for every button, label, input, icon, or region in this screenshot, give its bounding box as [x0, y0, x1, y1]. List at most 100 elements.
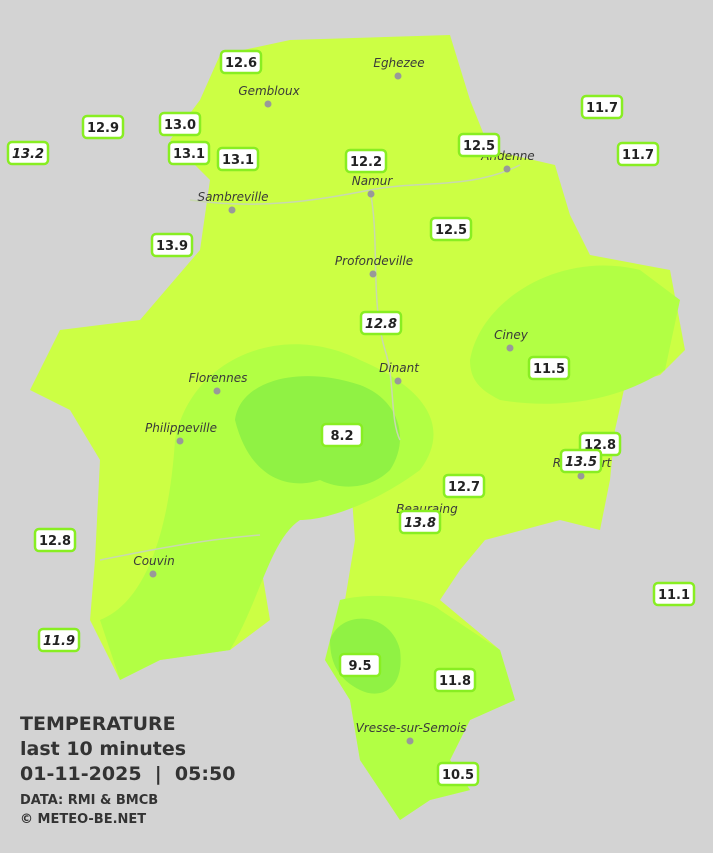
legend-source: DATA: RMI & BMCB [20, 793, 158, 808]
station-box [398, 509, 442, 535]
city-dot [149, 570, 157, 578]
station-box [442, 473, 486, 499]
station-box [652, 581, 696, 607]
station-value: 13.9 [156, 239, 188, 254]
station-value: 13.5 [565, 455, 597, 470]
station-value: 11.1 [658, 588, 690, 603]
city-dot [394, 377, 402, 385]
city-dot [264, 100, 272, 108]
station: 12.9 [81, 114, 125, 140]
station-box [580, 94, 624, 120]
city-dot [406, 737, 414, 745]
station-box [33, 527, 77, 553]
city-dot [367, 190, 375, 198]
city-label: Sambreville [197, 190, 268, 204]
station-box [167, 140, 211, 166]
station-box [320, 422, 364, 448]
station: 12.8 [33, 527, 77, 553]
labels: EghezeeGemblouxAndenneNamurSambrevillePr… [6, 49, 696, 787]
station-box [81, 114, 125, 140]
station: 8.2 [320, 422, 364, 448]
city-dot [213, 387, 221, 395]
station-value: 11.8 [439, 674, 471, 689]
station-value: 13.0 [164, 118, 196, 133]
station-value: 11.7 [622, 148, 654, 163]
station-value: 11.9 [43, 634, 75, 649]
station: 13.5 [559, 448, 603, 474]
station-box [433, 667, 477, 693]
city-dot [577, 472, 585, 480]
station-value: 12.5 [463, 139, 495, 154]
station-value: 12.6 [225, 56, 257, 71]
legend: TEMPERATURE last 10 minutes 01-11-2025 |… [20, 713, 235, 827]
station: 11.5 [527, 355, 571, 381]
station-box [436, 761, 480, 787]
station: 13.8 [398, 509, 442, 535]
station: 12.7 [442, 473, 486, 499]
station-value: 13.8 [404, 516, 436, 531]
station-box [219, 49, 263, 75]
city-dot [394, 72, 402, 80]
city-label: Philippeville [145, 421, 217, 435]
station-value: 11.5 [533, 362, 565, 377]
station-box [359, 310, 403, 336]
city-dot [228, 206, 236, 214]
legend-period: last 10 minutes [20, 738, 186, 760]
station: 9.5 [338, 652, 382, 678]
city-label: Dinant [379, 361, 420, 375]
station-box [616, 141, 660, 167]
zone-dark [235, 376, 400, 487]
station-value: 9.5 [348, 659, 371, 674]
city-label: Gembloux [238, 84, 300, 98]
station-box [429, 216, 473, 242]
legend-title: TEMPERATURE [20, 713, 176, 735]
city-dot [506, 344, 514, 352]
station: 12.5 [457, 132, 501, 158]
city-label: Eghezee [373, 56, 424, 70]
city-dot [503, 165, 511, 173]
station: 11.7 [580, 94, 624, 120]
station: 11.7 [616, 141, 660, 167]
city-label: Florennes [189, 371, 248, 385]
city-dot [369, 270, 377, 278]
zone-mid [470, 265, 680, 404]
station-value: 12.5 [435, 223, 467, 238]
station-box [338, 652, 382, 678]
station-box [559, 448, 603, 474]
legend-datetime: 01-11-2025 | 05:50 [20, 763, 235, 785]
city-label: Couvin [133, 554, 174, 568]
station: 12.6 [219, 49, 263, 75]
station: 13.2 [6, 140, 50, 166]
station-value: 12.9 [87, 121, 119, 136]
city-label: Ciney [494, 328, 529, 342]
station: 12.2 [344, 148, 388, 174]
station-value: 12.8 [365, 317, 397, 332]
station-box [6, 140, 50, 166]
station-value: 8.2 [330, 429, 353, 444]
station: 13.0 [158, 111, 202, 137]
city-label: Vresse-sur-Semois [356, 721, 467, 735]
station-box [457, 132, 501, 158]
city-label: Namur [352, 174, 394, 188]
station: 11.1 [652, 581, 696, 607]
city-dot [176, 437, 184, 445]
station-value: 13.2 [12, 147, 44, 162]
station-box [37, 627, 81, 653]
station-value: 13.1 [173, 147, 205, 162]
station: 10.5 [436, 761, 480, 787]
station: 13.9 [150, 232, 194, 258]
station-box [158, 111, 202, 137]
station-box [527, 355, 571, 381]
station: 11.9 [37, 627, 81, 653]
station-value: 13.1 [222, 153, 254, 168]
station-value: 12.8 [39, 534, 71, 549]
station: 12.5 [429, 216, 473, 242]
station-value: 11.7 [586, 101, 618, 116]
station: 11.8 [433, 667, 477, 693]
station-value: 10.5 [442, 768, 474, 783]
station-box [150, 232, 194, 258]
station-box [344, 148, 388, 174]
station: 13.1 [167, 140, 211, 166]
